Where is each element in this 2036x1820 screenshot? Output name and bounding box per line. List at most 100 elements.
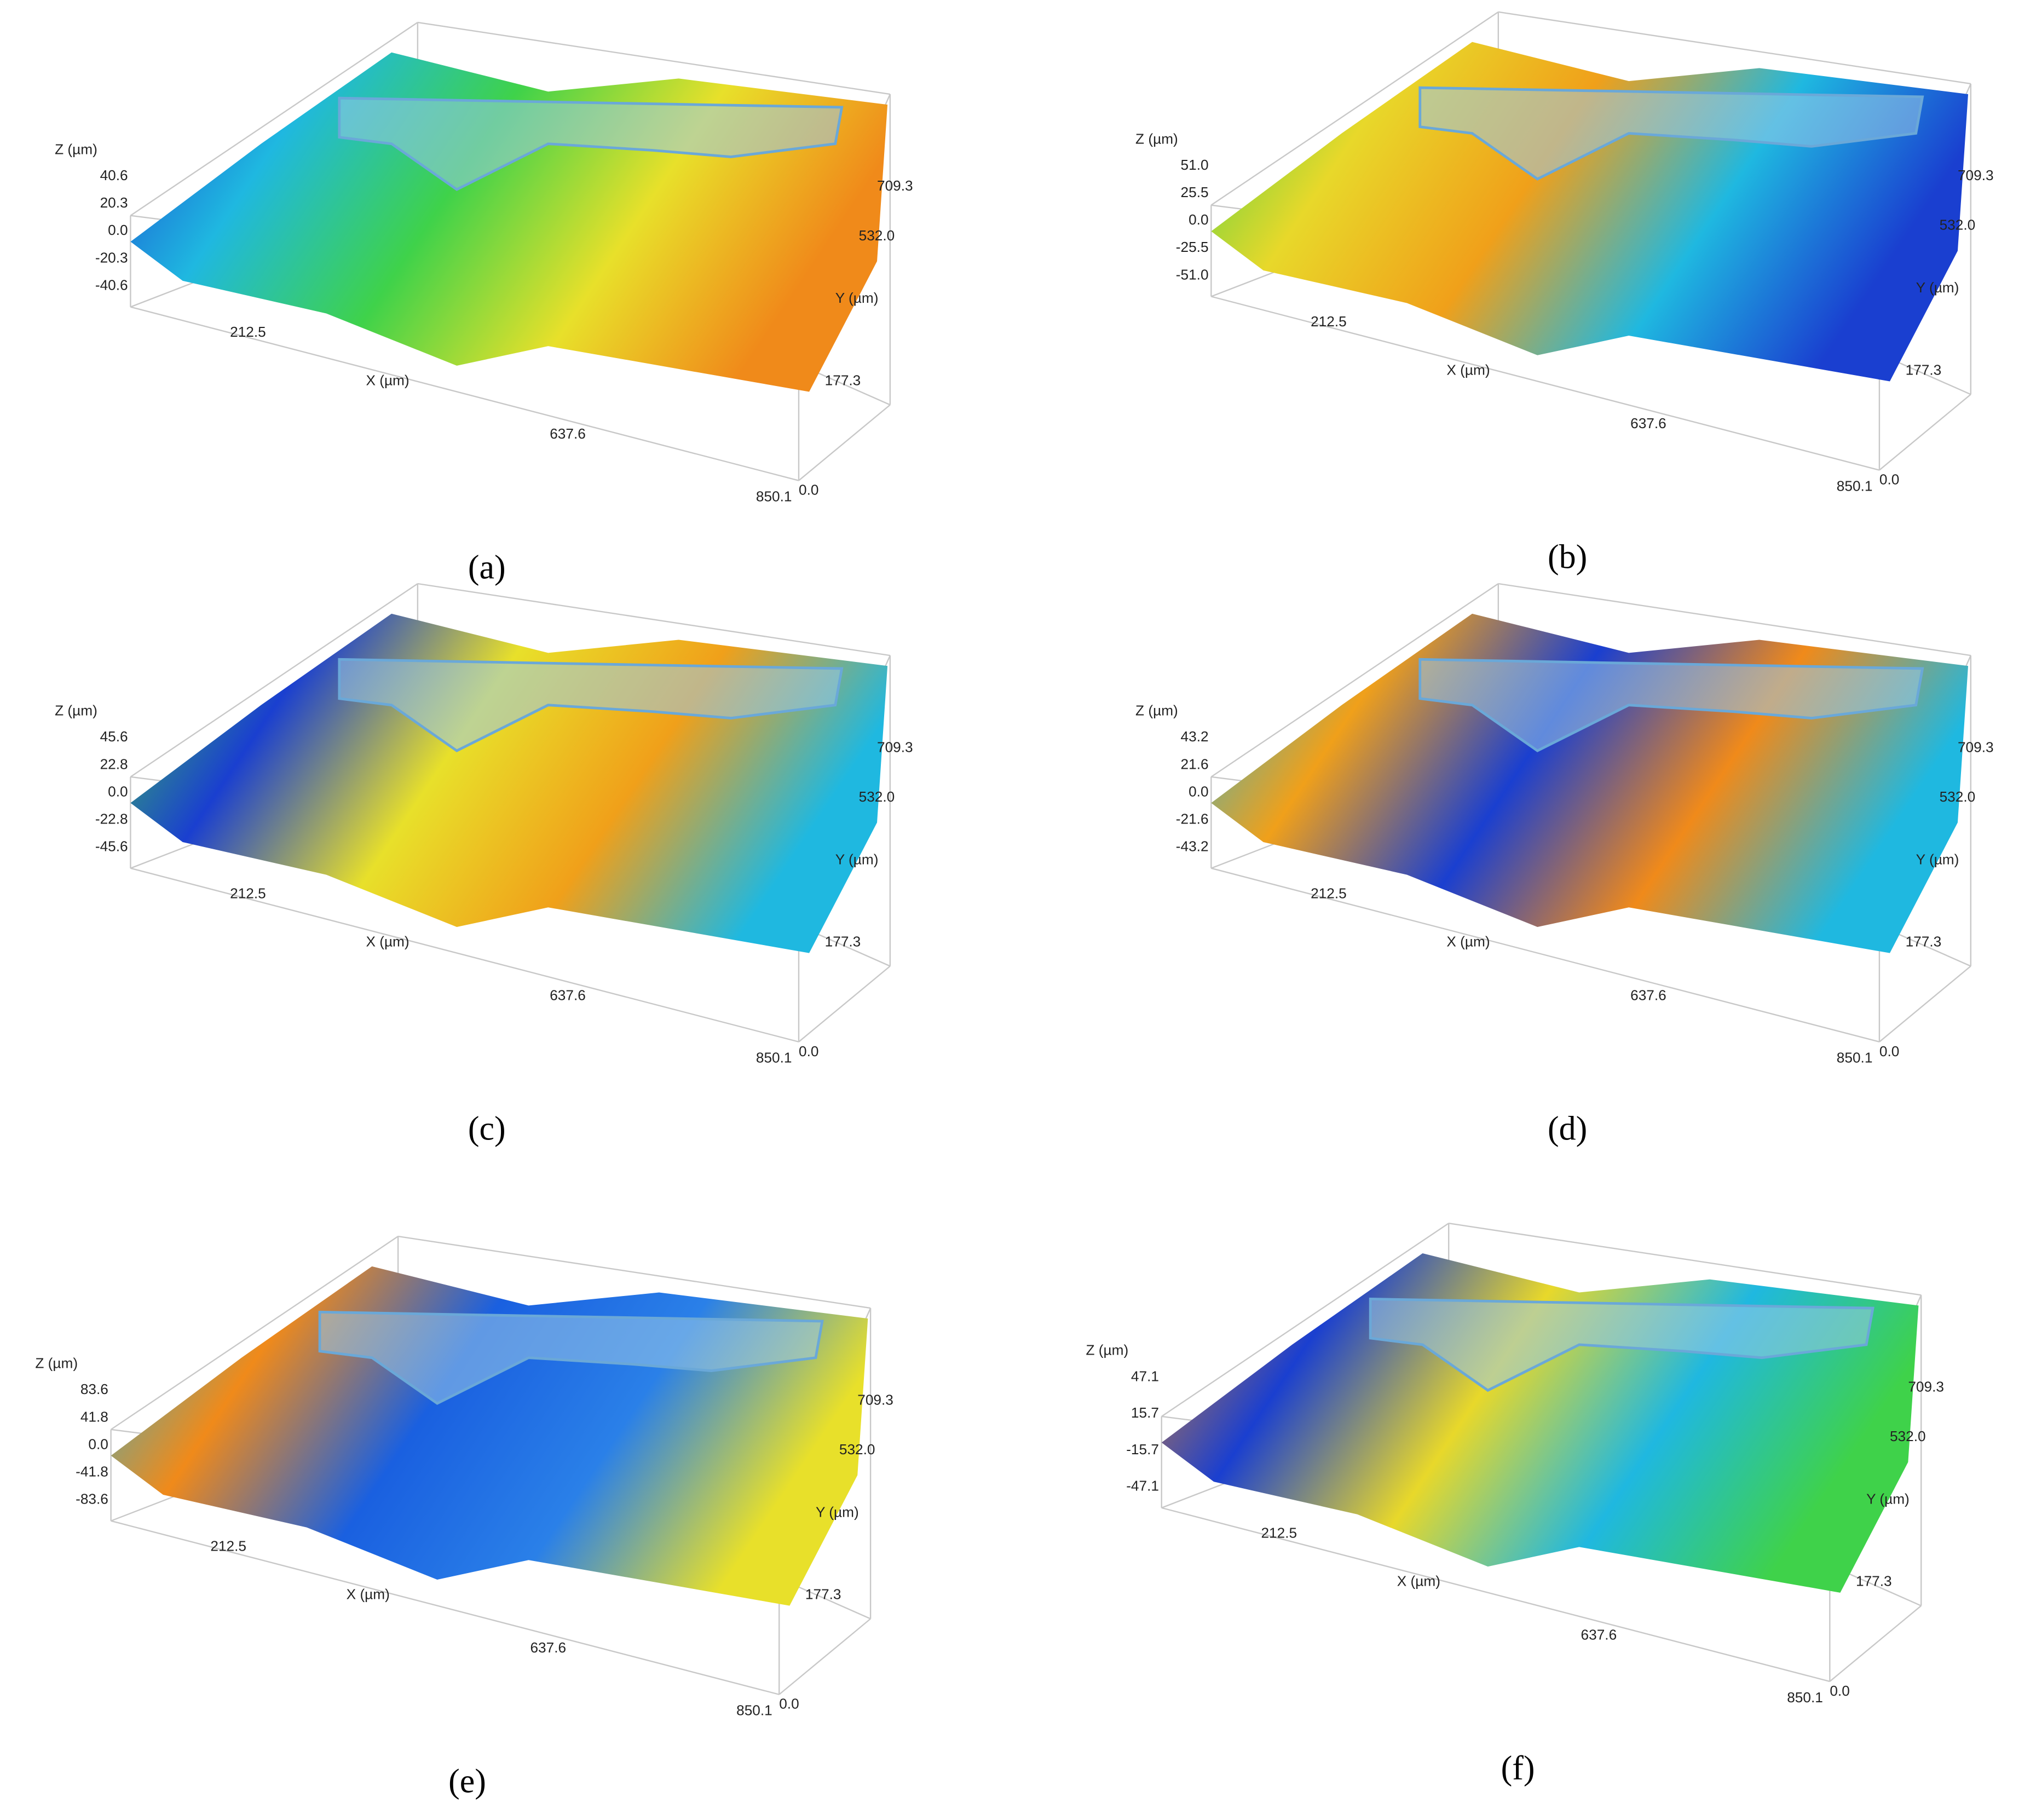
y-tick-label: 709.3 — [1908, 1378, 1944, 1395]
x-axis-title: X (µm) — [1397, 1573, 1440, 1589]
y-tick-label: 532.0 — [1940, 788, 1976, 805]
z-tick-label: 21.6 — [1181, 756, 1209, 772]
panel-caption: (a) — [468, 549, 506, 586]
z-axis-title: Z (µm) — [1135, 130, 1178, 147]
z-tick-label: -25.5 — [1176, 239, 1209, 255]
y-tick-label: 177.3 — [1856, 1573, 1892, 1589]
z-tick-label: 0.0 — [1189, 783, 1208, 799]
y-axis-title: Y (µm) — [816, 1504, 859, 1520]
y-axis-title: Y (µm) — [835, 851, 879, 867]
box-edge — [417, 583, 891, 656]
y-tick-label: 709.3 — [1958, 739, 1994, 755]
y-tick-label: 0.0 — [779, 1696, 799, 1712]
z-tick-label: -22.8 — [95, 810, 128, 827]
profile-plane — [338, 96, 844, 191]
box-edge — [1829, 1605, 1922, 1682]
x-tick-label: 637.6 — [1630, 987, 1666, 1003]
z-tick-label: 25.5 — [1181, 184, 1209, 200]
panel-caption: (b) — [1548, 538, 1587, 575]
z-tick-label: 51.0 — [1181, 157, 1209, 173]
box-edge — [111, 1520, 780, 1695]
box-edge — [798, 404, 891, 481]
profile-plane — [318, 1310, 824, 1405]
y-tick-label: 532.0 — [1940, 217, 1976, 233]
profile-plane — [1418, 658, 1924, 752]
z-tick-label: 0.0 — [108, 222, 128, 238]
y-tick-label: 177.3 — [1906, 361, 1942, 378]
panel: Z (µm)40.6 20.3 0.0 -20.3 -40.6 212.5 637.6 850… — [55, 21, 913, 586]
y-tick-label: 532.0 — [859, 227, 895, 244]
x-tick-label: 850.1 — [736, 1702, 772, 1719]
x-tick-label: 637.6 — [1630, 415, 1666, 431]
profile-plane — [1369, 1297, 1874, 1392]
y-tick-label: 177.3 — [1906, 934, 1942, 950]
box-edge — [1879, 394, 1971, 471]
profile-plane — [338, 658, 844, 752]
z-tick-label: -41.8 — [76, 1463, 108, 1479]
z-tick-label: -21.6 — [1176, 810, 1209, 827]
panel-caption: (f) — [1501, 1750, 1535, 1787]
y-tick-label: 532.0 — [859, 788, 895, 805]
x-axis-title: X (µm) — [366, 934, 409, 950]
x-axis-title: X (µm) — [366, 372, 409, 388]
box-edge — [1210, 583, 1499, 777]
profile-plane — [1418, 86, 1924, 181]
x-axis-title: X (µm) — [1446, 361, 1490, 378]
box-edge — [1210, 11, 1499, 206]
y-tick-label: 532.0 — [839, 1441, 875, 1458]
z-tick-label: 0.0 — [1189, 211, 1208, 228]
z-tick-label: 15.7 — [1131, 1404, 1159, 1421]
box-edge — [1161, 1223, 1449, 1417]
z-tick-label: 41.8 — [80, 1408, 108, 1425]
box-edge — [417, 21, 891, 95]
x-tick-label: 212.5 — [1311, 313, 1347, 330]
y-axis-title: Y (µm) — [1866, 1490, 1910, 1507]
x-tick-label: 212.5 — [1261, 1524, 1297, 1541]
box-edge — [130, 21, 418, 216]
box-edge — [110, 1236, 399, 1430]
box-edge — [130, 867, 799, 1043]
box-edge — [397, 1235, 871, 1309]
box-edge — [1449, 1222, 1922, 1296]
box-edge — [778, 1618, 871, 1695]
y-tick-label: 709.3 — [857, 1391, 893, 1408]
y-tick-label: 709.3 — [877, 177, 913, 194]
box-edge — [1879, 965, 1971, 1043]
box-edge — [1211, 867, 1880, 1043]
box-edge — [130, 306, 799, 481]
z-axis-title: Z (µm) — [35, 1355, 78, 1372]
panel: Z (µm)43.2 21.6 0.0 -21.6 -43.2 212.5 637.6 850… — [1135, 583, 1994, 1147]
box-edge — [1498, 11, 1971, 85]
z-tick-label: 0.0 — [88, 1436, 108, 1452]
x-tick-label: 850.1 — [1837, 478, 1873, 494]
x-tick-label: 212.5 — [230, 885, 266, 901]
z-axis-title: Z (µm) — [1086, 1342, 1128, 1358]
z-axis-title: Z (µm) — [55, 141, 97, 157]
z-tick-label: 0.0 — [108, 783, 128, 799]
z-tick-label: -51.0 — [1176, 266, 1209, 283]
x-tick-label: 637.6 — [550, 987, 586, 1003]
z-tick-label: 47.1 — [1131, 1368, 1159, 1384]
box-edge — [798, 965, 891, 1043]
z-axis-title: Z (µm) — [1135, 702, 1178, 719]
panel-caption: (c) — [468, 1110, 506, 1147]
y-tick-label: 0.0 — [1879, 471, 1899, 488]
z-axis-title: Z (µm) — [55, 702, 97, 719]
panel: Z (µm)45.6 22.8 0.0 -22.8 -45.6 212.5 637.6 850… — [55, 583, 913, 1147]
y-tick-label: 0.0 — [1879, 1043, 1899, 1059]
z-tick-label: -15.7 — [1126, 1441, 1159, 1458]
box-edge — [1498, 583, 1971, 656]
z-tick-label: 83.6 — [80, 1381, 108, 1397]
z-tick-label: 20.3 — [100, 194, 128, 211]
x-tick-label: 850.1 — [1837, 1050, 1873, 1066]
panel-caption: (d) — [1548, 1110, 1587, 1147]
y-axis-title: Y (µm) — [835, 290, 879, 306]
x-tick-label: 637.6 — [1581, 1626, 1617, 1643]
y-tick-label: 0.0 — [799, 482, 818, 498]
y-tick-label: 709.3 — [1958, 167, 1994, 183]
z-tick-label: -47.1 — [1126, 1478, 1159, 1494]
y-tick-label: 177.3 — [805, 1586, 841, 1603]
y-tick-label: 709.3 — [877, 739, 913, 755]
x-tick-label: 212.5 — [210, 1537, 246, 1554]
